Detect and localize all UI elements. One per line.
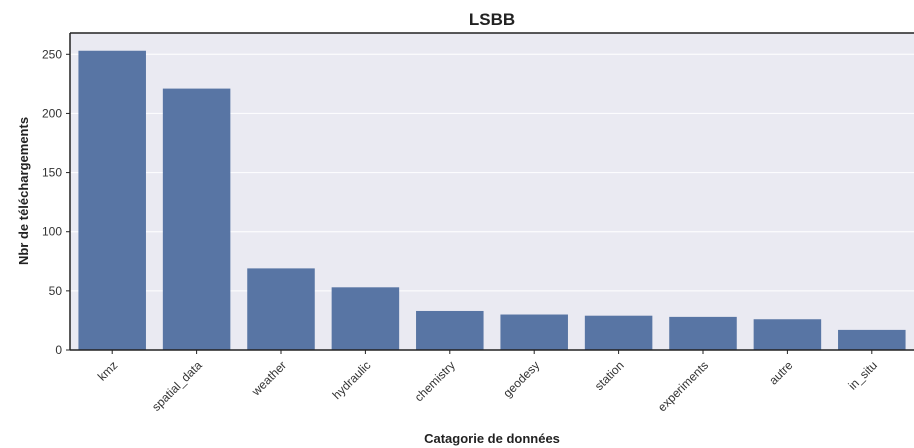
bar-station <box>584 315 653 350</box>
bar-geodesy <box>500 314 568 350</box>
bar-hydraulic <box>331 287 400 350</box>
x-axis-label: Catagorie de données <box>424 431 560 446</box>
chart-title: LSBB <box>469 10 515 29</box>
y-axis-label: Nbr de téléchargements <box>16 117 31 265</box>
x-tick-label-station: station <box>592 358 627 393</box>
bar-in-situ <box>838 329 906 350</box>
y-tick-label: 0 <box>55 343 62 357</box>
y-tick-label: 100 <box>42 225 62 239</box>
bar-weather <box>247 268 315 350</box>
y-tick-label: 200 <box>42 106 62 120</box>
bar-chemistry <box>416 310 484 350</box>
x-tick-label-autre: autre <box>766 358 795 387</box>
x-tick-label-spatial-data: spatial_data <box>149 358 205 414</box>
x-tick-label-hydraulic: hydraulic <box>330 358 374 402</box>
x-tick-label-experiments: experiments <box>655 358 711 414</box>
y-tick-label: 150 <box>42 166 62 180</box>
x-tick-label-geodesy: geodesy <box>500 358 542 400</box>
x-tick-label-weather: weather <box>248 358 289 399</box>
y-tick-label: 250 <box>42 47 62 61</box>
x-tick-label-kmz: kmz <box>95 358 120 383</box>
bar-spatial-data <box>162 88 231 350</box>
bar-experiments <box>669 316 737 350</box>
x-tick-label-in-situ: in_situ <box>845 358 879 392</box>
bars <box>78 50 906 350</box>
bar-autre <box>753 319 822 350</box>
bar-kmz <box>78 50 146 350</box>
y-tick-label: 50 <box>49 284 63 298</box>
x-axis-ticks: kmz spatial_data weather hydraulic chemistry… <box>95 350 880 414</box>
x-tick-label-chemistry: chemistry <box>412 358 458 404</box>
y-axis-ticks: 0 50 100 150 200 250 <box>42 47 70 357</box>
